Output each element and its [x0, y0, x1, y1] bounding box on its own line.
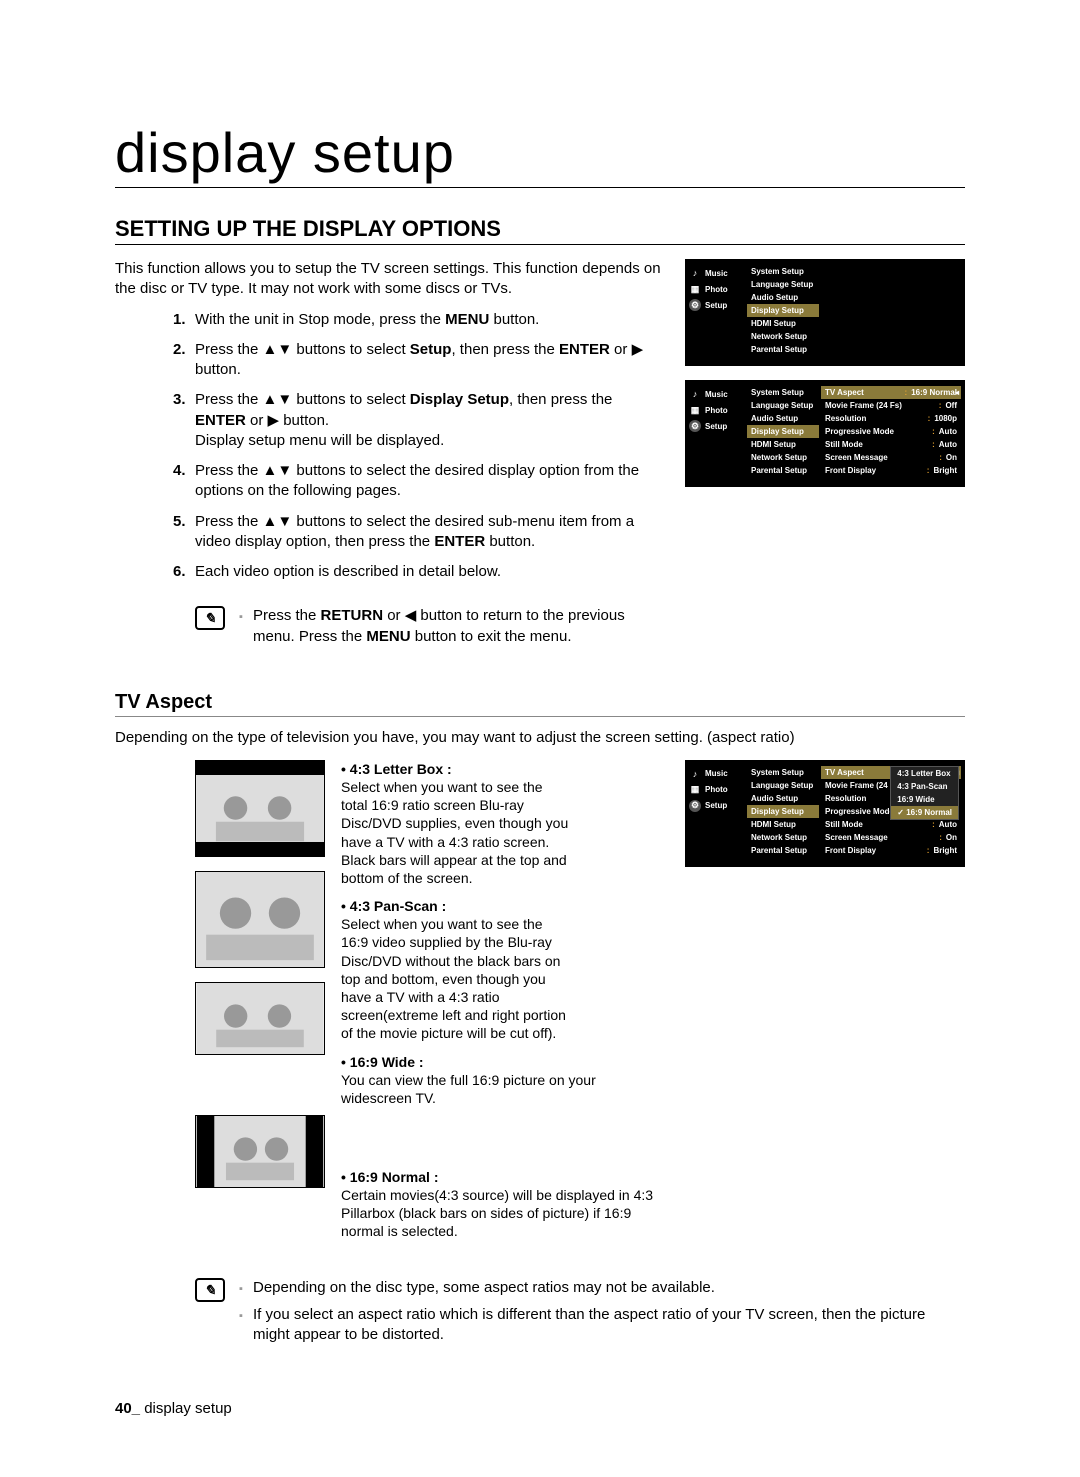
section-heading: SETTING UP THE DISPLAY OPTIONS: [115, 216, 965, 245]
page-footer: 40_ display setup: [115, 1400, 232, 1417]
sub-intro: Depending on the type of television you …: [115, 729, 965, 746]
intro-text: This function allows you to setup the TV…: [115, 259, 667, 300]
note-block: ✎ Press the RETURN or ◀ button to return…: [115, 606, 667, 653]
thumb-panscan: [195, 871, 325, 968]
note-item: Depending on the disc type, some aspect …: [239, 1278, 965, 1298]
note-item: If you select an aspect ratio which is d…: [239, 1305, 965, 1346]
note-block-2: ✎ Depending on the disc type, some aspec…: [115, 1278, 965, 1351]
aspect-item: • 16:9 Normal :Certain movies(4:3 source…: [341, 1168, 669, 1241]
tv-screenshot-display: ♪Music▦Photo⚙Setup System SetupLanguage …: [685, 380, 965, 487]
aspect-item: • 4:3 Letter Box :Select when you want t…: [341, 760, 669, 887]
step-list: 1.With the unit in Stop mode, press the …: [115, 310, 667, 583]
thumb-column: [115, 760, 325, 1251]
page-number: 40_: [115, 1400, 140, 1417]
step-item: 2.Press the ▲▼ buttons to select Setup, …: [195, 340, 667, 381]
thumb-normal: [195, 1115, 325, 1188]
thumb-wide: [195, 982, 325, 1055]
sub-heading: TV Aspect: [115, 691, 965, 717]
aspect-descriptions: • 4:3 Letter Box :Select when you want t…: [341, 760, 669, 1251]
step-item: 4.Press the ▲▼ buttons to select the des…: [195, 461, 667, 502]
note-item: Press the RETURN or ◀ button to return t…: [239, 606, 667, 647]
note-icon: ✎: [195, 1278, 225, 1302]
aspect-item: • 16:9 Wide :You can view the full 16:9 …: [341, 1053, 669, 1158]
step-item: 5.Press the ▲▼ buttons to select the des…: [195, 512, 667, 553]
step-item: 3.Press the ▲▼ buttons to select Display…: [195, 390, 667, 451]
aspect-item: • 4:3 Pan-Scan :Select when you want to …: [341, 897, 669, 1043]
step-item: 6.Each video option is described in deta…: [195, 562, 667, 582]
tv-screenshot-setup: ♪Music▦Photo⚙Setup System SetupLanguage …: [685, 259, 965, 366]
footer-label: display setup: [140, 1400, 232, 1417]
thumb-letterbox: [195, 760, 325, 857]
tv-screenshot-aspect: ♪Music▦Photo⚙Setup System SetupLanguage …: [685, 760, 965, 867]
note-icon: ✎: [195, 606, 225, 630]
page-title: display setup: [115, 120, 965, 188]
step-item: 1.With the unit in Stop mode, press the …: [195, 310, 667, 330]
